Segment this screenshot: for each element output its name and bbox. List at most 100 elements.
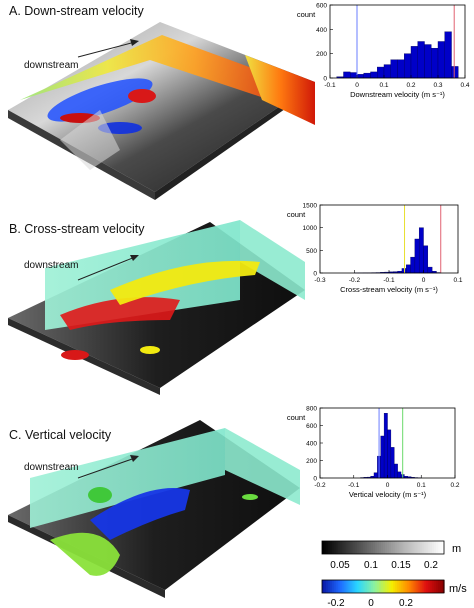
histogram-bar [444,31,452,79]
velocity-swatch [387,580,390,593]
x-tick-label: 0.2 [406,82,415,89]
elevation-swatch [358,541,362,554]
elevation-swatch [411,541,415,554]
elev-tick-1: 0.05 [330,560,350,571]
histogram-bar [394,463,398,479]
elevation-swatch [336,541,339,554]
elevation-swatch [354,541,358,554]
elevation-swatch [387,541,390,554]
panel-c-flow-arrow [77,455,139,479]
histogram-bar [383,64,391,79]
velocity-swatch [431,580,435,593]
velocity-swatch [421,580,425,593]
y-tick-label: 0 [313,476,317,483]
vel-unit: m/s [449,583,467,595]
y-axis-label: count [297,10,316,19]
panel-a-terrain [8,22,315,200]
velocity-swatch [423,580,427,593]
velocity-swatch [378,580,382,593]
elevation-swatch [334,541,337,554]
elevation-swatch [413,541,417,554]
y-axis-label: count [287,210,306,219]
panel-c-title: C. Vertical velocity [9,428,112,442]
histogram-bar [383,413,388,479]
velocity-swatch [435,580,439,593]
y-tick-label: 1000 [303,225,318,232]
elevation-swatch [425,541,429,554]
velocity-swatch [322,580,325,593]
velocity-swatch [366,580,370,593]
histogram-bar [427,266,433,274]
panel-b-title: B. Cross-stream velocity [9,222,145,236]
velocity-swatch [411,580,415,593]
y-tick-label: 600 [306,423,317,430]
elevation-swatch [431,541,435,554]
elevation-swatch [433,541,437,554]
histogram-bar [431,47,439,79]
elevation-swatch [370,541,374,554]
elevation-swatch [419,541,423,554]
y-tick-label: 200 [316,51,327,58]
elevation-swatch [441,541,445,554]
x-axis-label: Cross-stream velocity (m s⁻¹) [340,285,438,294]
elevation-swatch [393,541,396,554]
y-tick-label: 400 [316,27,327,34]
histogram-bar [380,435,385,479]
x-tick-label: 0.3 [433,82,442,89]
elevation-swatch [366,541,370,554]
velocity-swatch [372,580,376,593]
y-tick-label: 800 [306,406,317,413]
velocity-swatch [344,580,347,593]
y-tick-label: 200 [306,458,317,465]
histogram-bar [363,72,371,79]
x-tick-label: -0.3 [314,277,326,284]
plot-area [320,205,458,273]
vel-tick-2: 0 [368,598,374,608]
panel-a-downstream-label: downstream [24,60,79,71]
histogram-bar [390,447,395,479]
velocity-swatch [334,580,337,593]
x-axis-label: Vertical velocity (m s⁻¹) [349,490,427,499]
elevation-swatch [417,541,421,554]
velocity-swatch [356,580,360,593]
velocity-swatch [403,580,406,593]
elevation-swatch [401,541,404,554]
x-tick-label: 0.1 [379,82,388,89]
histogram-bar [397,59,405,79]
elevation-swatch [415,541,419,554]
plot-frame [329,4,466,79]
elevation-swatch [405,541,408,554]
elevation-swatch [380,541,384,554]
y-axis-label: count [287,413,306,422]
velocity-swatch [348,580,352,593]
histogram-bar [343,71,351,79]
velocity-swatch [415,580,419,593]
velocity-swatch [330,580,333,593]
elevation-swatch [326,541,329,554]
histogram-bar [423,245,429,274]
velocity-swatch [441,580,445,593]
x-tick-label: 0 [386,482,390,489]
y-tick-label: 600 [316,3,327,10]
x-tick-label: -0.2 [349,277,361,284]
elevation-swatch [360,541,364,554]
velocity-swatch [362,580,366,593]
histogram-bar [410,256,416,274]
histogram-bar [370,71,378,79]
velocity-swatch [401,580,404,593]
velocity-swatch [342,580,345,593]
velocity-swatch [328,580,331,593]
elevation-swatch [328,541,331,554]
histogram-bar [417,41,425,79]
x-tick-label: -0.1 [324,82,336,89]
elevation-swatch [322,541,325,554]
elevation-swatch [356,541,360,554]
elevation-swatch [340,541,343,554]
velocity-swatch [409,580,413,593]
velocity-swatch [385,580,388,593]
elevation-swatch [378,541,382,554]
elevation-swatch [342,541,345,554]
panel-a-flow-arrow [77,39,139,58]
